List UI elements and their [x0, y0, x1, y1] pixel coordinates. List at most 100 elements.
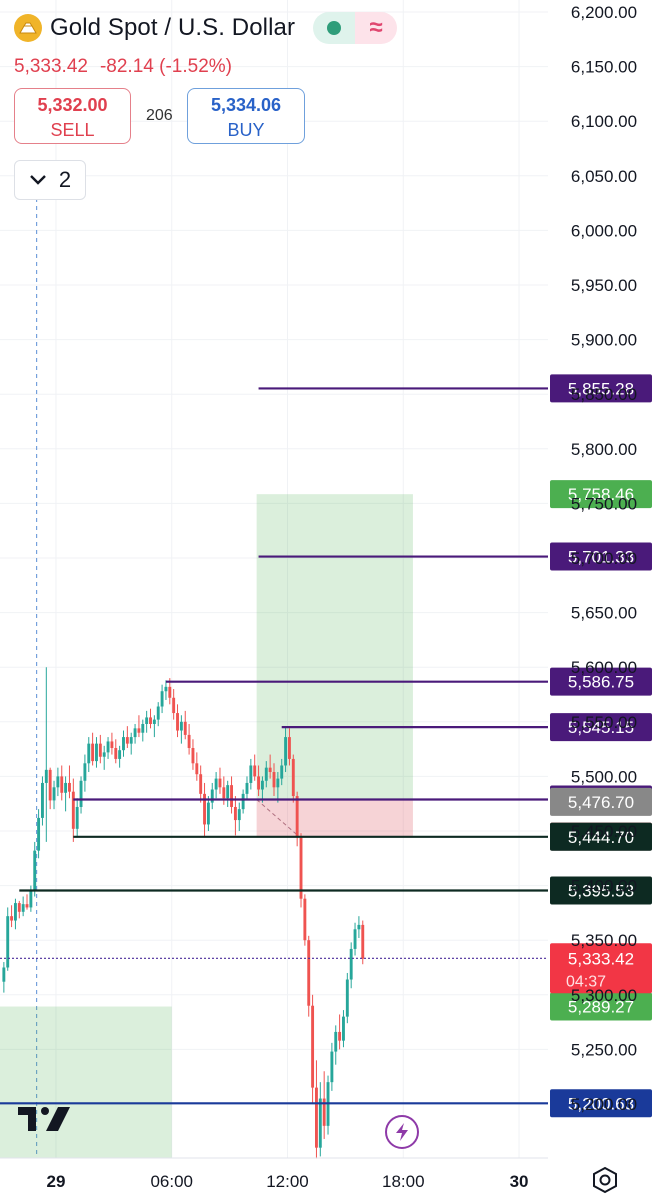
candle-body — [164, 686, 168, 692]
y-tick-label: 5,800.00 — [571, 440, 637, 459]
candle-body — [315, 1087, 318, 1148]
level-tag-label: 5,545.15 — [568, 718, 634, 737]
candle-body — [118, 750, 122, 759]
level-tag-label: 5,444.70 — [568, 828, 634, 847]
y-tick-label: 5,650.00 — [571, 604, 637, 623]
candle-body — [357, 924, 361, 930]
candle-body — [318, 1098, 322, 1148]
level-tag — [550, 480, 652, 509]
price-change: -82.14 (-1.52%) — [99, 56, 232, 77]
candle-body — [342, 1016, 345, 1041]
x-tick-label: 29 — [46, 1172, 65, 1191]
candle-body — [75, 806, 79, 829]
y-tick-label: 5,450.00 — [571, 822, 637, 841]
market-open-dot-icon[interactable] — [313, 12, 356, 44]
y-tick-label: 5,350.00 — [571, 931, 637, 950]
current-price-tag — [550, 943, 652, 994]
gold-coin-icon — [14, 14, 42, 42]
candle-body — [303, 898, 307, 941]
candle-body — [203, 793, 206, 825]
candle-body — [233, 806, 237, 821]
candle-body — [322, 1098, 326, 1126]
candle-body — [230, 785, 233, 807]
candle-body — [52, 787, 56, 801]
flash-icon[interactable] — [385, 1115, 419, 1149]
candle-body — [260, 780, 264, 790]
indicators-collapse-button[interactable]: 2 — [14, 160, 86, 200]
candle-body — [349, 948, 353, 980]
candle-body — [280, 765, 284, 779]
y-tick-label: 5,400.00 — [571, 877, 637, 896]
y-tick-label: 5,200.00 — [571, 1095, 637, 1114]
bar-countdown-label: 04:37 — [566, 973, 606, 990]
level-tag-label: 5,855.28 — [568, 379, 634, 398]
candle-body — [141, 723, 145, 733]
loss-zone — [256, 799, 413, 837]
sell-button[interactable]: 5,332.00 SELL — [14, 88, 131, 144]
y-tick-label: 5,700.00 — [571, 549, 637, 568]
level-tag — [550, 1089, 652, 1118]
position-zones — [0, 494, 413, 1158]
candle-body — [199, 774, 203, 794]
candle-body — [106, 741, 110, 753]
candle-body — [91, 743, 95, 762]
level-tag — [550, 374, 652, 403]
y-tick-label: 5,500.00 — [571, 767, 637, 786]
candle-body — [56, 776, 60, 788]
buy-button[interactable]: 5,334.06 BUY — [187, 88, 305, 144]
candle-body — [249, 765, 253, 783]
candle-body — [176, 713, 179, 731]
candle-body — [41, 782, 44, 818]
candle-body — [222, 787, 226, 799]
chevron-down-icon — [30, 175, 46, 185]
candle-body — [284, 737, 288, 766]
candle-body — [307, 940, 311, 1006]
x-tick-label: 12:00 — [266, 1172, 309, 1191]
candle-body — [102, 752, 106, 757]
candle-body — [44, 769, 48, 783]
symbol-header[interactable]: Gold Spot / U.S. Dollar ≈ — [14, 12, 398, 44]
status-pill[interactable]: ≈ — [313, 12, 398, 44]
candle-body — [172, 697, 176, 714]
candle-body — [241, 793, 245, 810]
candle-body — [214, 778, 218, 790]
level-tag — [550, 992, 652, 1021]
candle-body — [2, 967, 6, 982]
candle-body — [353, 929, 357, 949]
y-tick-label: 6,150.00 — [571, 58, 637, 77]
level-tag — [550, 822, 652, 851]
candle-body — [195, 763, 199, 775]
tradingview-logo-icon[interactable] — [18, 1104, 74, 1141]
y-tick-label: 6,100.00 — [571, 112, 637, 131]
profit-zone — [256, 494, 413, 800]
level-tag-label: 5,701.33 — [568, 548, 634, 567]
level-tag — [550, 542, 652, 571]
candle-body — [125, 737, 129, 744]
y-tick-label: 5,900.00 — [571, 331, 637, 350]
delayed-wave-icon[interactable]: ≈ — [355, 12, 398, 44]
symbol-title[interactable]: Gold Spot / U.S. Dollar — [50, 14, 296, 41]
candle-body — [311, 1005, 315, 1088]
candle-body — [10, 916, 14, 921]
candle-body — [6, 916, 10, 968]
candle-body — [179, 721, 183, 731]
candle-body — [48, 769, 52, 801]
buy-price: 5,334.06 — [210, 95, 282, 115]
candle-body — [191, 748, 195, 764]
candle-body — [168, 686, 172, 698]
price-summary: 5,333.42 -82.14 (-1.52%) — [14, 56, 232, 78]
candle-body — [37, 817, 41, 851]
y-tick-label: 6,050.00 — [571, 167, 637, 186]
settings-icon[interactable] — [590, 1165, 620, 1195]
y-tick-label: 6,000.00 — [571, 221, 637, 240]
candle-body — [71, 791, 75, 829]
candle-body — [183, 721, 187, 735]
candle-body — [226, 785, 230, 799]
level-tag-label: 5,758.46 — [568, 485, 634, 504]
y-tick-label: 6,200.00 — [571, 3, 637, 22]
level-tag-label: 5,200.63 — [568, 1094, 634, 1113]
candle-body — [291, 758, 295, 797]
level-lines[interactable]: 5,855.28 5,758.46 5,701.33 5,586.75 5,545.15… — [0, 374, 652, 1118]
candle-body — [98, 743, 102, 757]
